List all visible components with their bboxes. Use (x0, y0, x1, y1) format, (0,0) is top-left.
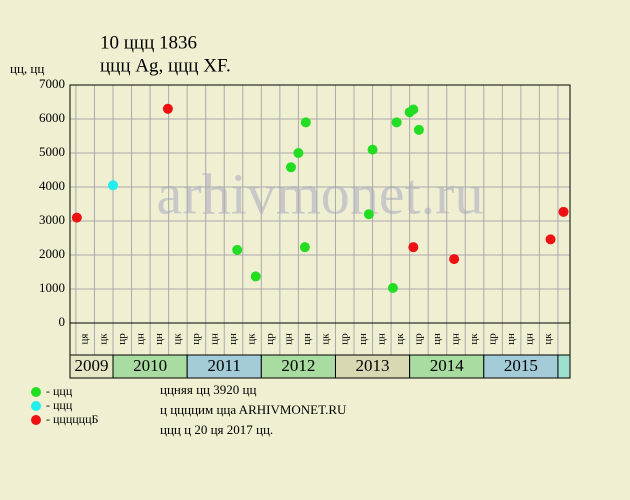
point (363, 209, 374, 220)
y-tick-label: 6000 (39, 110, 65, 125)
quarter-label: цк (97, 333, 109, 345)
point (285, 162, 296, 173)
quarter-label: цн (450, 333, 462, 345)
y-tick-label: 4000 (39, 178, 65, 193)
point (71, 212, 82, 223)
quarter-label: цн (209, 333, 221, 345)
y-tick-label: 2000 (39, 246, 65, 261)
point (408, 104, 419, 115)
legend-marker (31, 401, 41, 411)
legend-label: - ццц (46, 398, 73, 412)
note: ццц ц 20 ця 2017 цц. (160, 422, 273, 437)
y-tick-label: 3000 (39, 212, 65, 227)
watermark: arhivmonet.ru (157, 161, 484, 226)
year-label: 2010 (133, 356, 167, 375)
quarter-label: цн (357, 333, 369, 345)
quarter-label: цн (227, 333, 239, 345)
quarter-label: цк (246, 333, 258, 345)
point (413, 124, 424, 135)
legend-label: - ццц (46, 384, 73, 398)
legend-marker (31, 387, 41, 397)
quarter-label: цн (431, 333, 443, 345)
point (232, 244, 243, 255)
year-label: 2015 (504, 356, 538, 375)
chart-subtitle: ццц Ag, ццц XF. (100, 55, 231, 76)
point (391, 117, 402, 128)
quarter-label: цн (301, 333, 313, 345)
quarter-label: цк (468, 333, 480, 345)
quarter-label: цк (394, 333, 406, 345)
year-label: 2014 (430, 356, 465, 375)
quarter-label: цн (375, 333, 387, 345)
y-tick-label: 0 (59, 314, 66, 329)
quarter-label: цр (190, 333, 202, 345)
quarter-label: цр (412, 333, 424, 345)
point (300, 117, 311, 128)
year-label: 2012 (281, 356, 315, 375)
point (367, 144, 378, 155)
quarter-label: цн (505, 333, 517, 345)
quarter-label: цн (153, 333, 165, 345)
legend-label: - ццццццБ (46, 412, 99, 426)
quarter-label: цн (134, 333, 146, 345)
y-axis-label: цц, цц (10, 61, 44, 76)
point (545, 234, 556, 245)
point (387, 282, 398, 293)
y-tick-label: 1000 (39, 280, 65, 295)
y-tick-label: 7000 (39, 76, 65, 91)
year-label: 2013 (356, 356, 390, 375)
year-label: 2011 (208, 356, 241, 375)
quarter-label: ця (79, 334, 91, 345)
y-tick-label: 5000 (39, 144, 65, 159)
note: ццняя цц 3920 цц (160, 382, 256, 397)
point (299, 242, 310, 253)
note: ц ццццим ццa ARHIVMONET.RU (160, 402, 347, 417)
point (162, 103, 173, 114)
quarter-label: цн (524, 333, 536, 345)
point (558, 206, 569, 217)
chart-title: 10 ццц 1836 (100, 32, 197, 53)
quarter-label: цк (542, 333, 554, 345)
point (408, 242, 419, 253)
year-band (557, 354, 571, 379)
quarter-label: цк (320, 333, 332, 345)
point (250, 271, 261, 282)
point (293, 148, 304, 158)
point (449, 254, 460, 265)
quarter-label: цр (116, 333, 128, 345)
quarter-label: цк (171, 333, 183, 345)
year-label: 2009 (75, 356, 109, 375)
quarter-label: цр (338, 333, 350, 345)
point (108, 180, 119, 191)
quarter-label: цн (283, 333, 295, 345)
quarter-label: цр (264, 333, 276, 345)
quarter-label: цр (487, 333, 499, 345)
legend-marker (31, 415, 41, 425)
